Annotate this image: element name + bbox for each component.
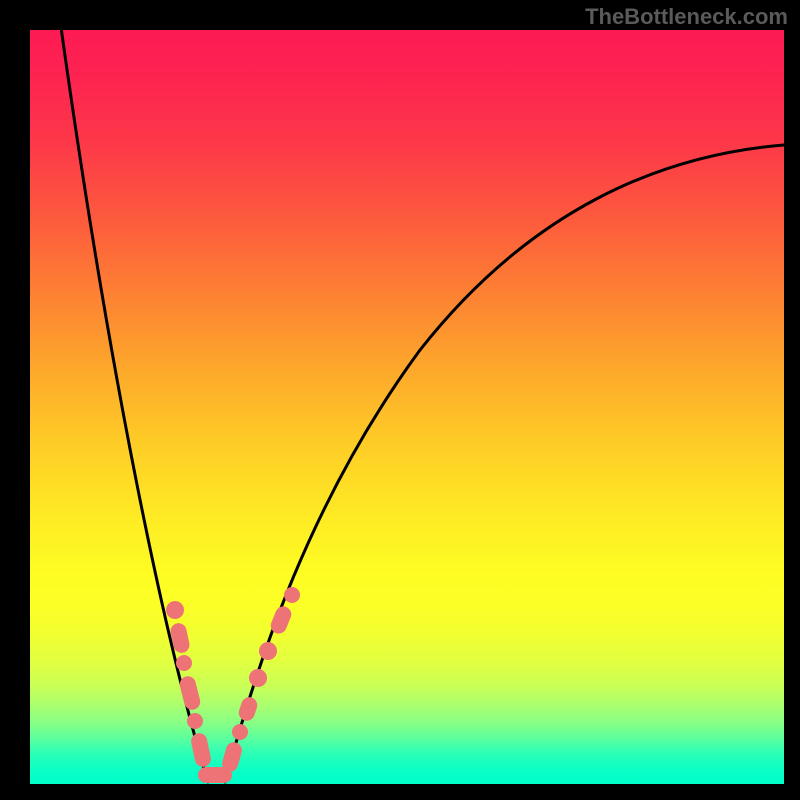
data-marker: [284, 587, 300, 603]
data-marker: [166, 601, 184, 619]
frame-bottom: [0, 784, 800, 800]
frame-right: [784, 0, 800, 800]
watermark-text: TheBottleneck.com: [585, 4, 788, 30]
data-marker: [187, 713, 203, 729]
data-marker: [259, 642, 277, 660]
data-marker: [176, 655, 192, 671]
data-marker: [249, 669, 267, 687]
data-marker: [232, 724, 248, 740]
frame-left: [0, 0, 30, 800]
chart-container: TheBottleneck.com: [0, 0, 800, 800]
bottleneck-curves: [0, 0, 800, 800]
